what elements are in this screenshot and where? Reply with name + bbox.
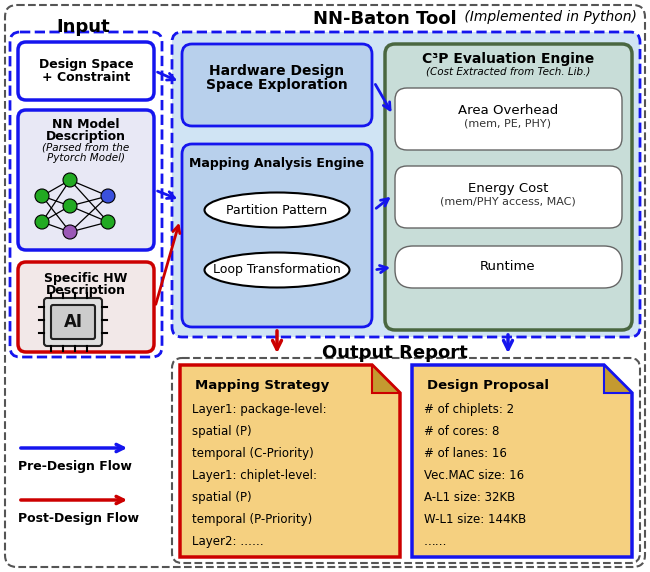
Text: Description: Description [46,130,126,143]
Circle shape [63,225,77,239]
Text: # of chiplets: 2: # of chiplets: 2 [424,403,514,416]
Text: spatial (P): spatial (P) [192,425,252,438]
Circle shape [101,189,115,203]
Text: A-L1 size: 32KB: A-L1 size: 32KB [424,491,515,504]
Text: Layer1: chiplet-level:: Layer1: chiplet-level: [192,469,317,482]
FancyBboxPatch shape [395,88,622,150]
Text: C³P Evaluation Engine: C³P Evaluation Engine [422,52,594,66]
Text: Pytorch Model): Pytorch Model) [47,153,125,163]
Polygon shape [180,365,400,557]
FancyBboxPatch shape [172,32,640,337]
FancyBboxPatch shape [395,246,622,288]
Circle shape [35,189,49,203]
Text: Partition Pattern: Partition Pattern [226,204,328,216]
Text: W-L1 size: 144KB: W-L1 size: 144KB [424,513,526,526]
Text: (Implemented in Python): (Implemented in Python) [460,10,637,24]
FancyBboxPatch shape [18,42,154,100]
Circle shape [63,199,77,213]
Text: Mapping Strategy: Mapping Strategy [195,379,330,392]
Circle shape [35,215,49,229]
Text: Design Proposal: Design Proposal [427,379,549,392]
Text: AI: AI [64,313,83,331]
Text: (mem/PHY access, MAC): (mem/PHY access, MAC) [440,196,576,206]
Text: Vec.MAC size: 16: Vec.MAC size: 16 [424,469,524,482]
Text: Input: Input [56,18,110,36]
Text: Energy Cost: Energy Cost [468,182,548,195]
Text: Specific HW: Specific HW [44,272,127,285]
FancyBboxPatch shape [385,44,632,330]
Text: Post-Design Flow: Post-Design Flow [18,512,139,525]
Text: Area Overhead: Area Overhead [458,104,558,117]
Text: + Constraint: + Constraint [42,71,130,84]
Text: Description: Description [46,284,126,297]
Text: (Cost Extracted from Tech. Lib.): (Cost Extracted from Tech. Lib.) [426,67,590,77]
FancyBboxPatch shape [5,5,645,567]
Polygon shape [412,365,632,557]
Text: ……: …… [424,535,447,548]
Text: NN-Baton Tool: NN-Baton Tool [313,10,457,28]
FancyBboxPatch shape [395,166,622,228]
Text: NN Model: NN Model [52,118,120,131]
FancyBboxPatch shape [182,144,372,327]
FancyBboxPatch shape [18,110,154,250]
Ellipse shape [205,252,350,288]
Text: Mapping Analysis Engine: Mapping Analysis Engine [189,157,365,170]
Text: Layer1: package-level:: Layer1: package-level: [192,403,326,416]
Text: temporal (C-Priority): temporal (C-Priority) [192,447,314,460]
Polygon shape [604,365,632,393]
FancyBboxPatch shape [18,262,154,352]
Text: Layer2: ……: Layer2: …… [192,535,264,548]
Circle shape [101,215,115,229]
Text: # of cores: 8: # of cores: 8 [424,425,499,438]
Circle shape [63,173,77,187]
FancyBboxPatch shape [44,298,102,346]
Text: Design Space: Design Space [39,58,133,71]
Ellipse shape [205,193,350,228]
Text: (mem, PE, PHY): (mem, PE, PHY) [465,118,551,128]
Text: Hardware Design: Hardware Design [209,64,344,78]
Text: spatial (P): spatial (P) [192,491,252,504]
Text: Pre-Design Flow: Pre-Design Flow [18,460,132,473]
FancyBboxPatch shape [182,44,372,126]
Text: Space Exploration: Space Exploration [206,78,348,92]
Text: Runtime: Runtime [480,260,536,273]
Text: Output Report: Output Report [322,344,468,362]
Text: (Parsed from the: (Parsed from the [42,143,129,153]
Text: Loop Transformation: Loop Transformation [213,264,341,276]
Text: # of lanes: 16: # of lanes: 16 [424,447,507,460]
Polygon shape [372,365,400,393]
FancyBboxPatch shape [51,305,95,339]
Text: temporal (P-Priority): temporal (P-Priority) [192,513,312,526]
